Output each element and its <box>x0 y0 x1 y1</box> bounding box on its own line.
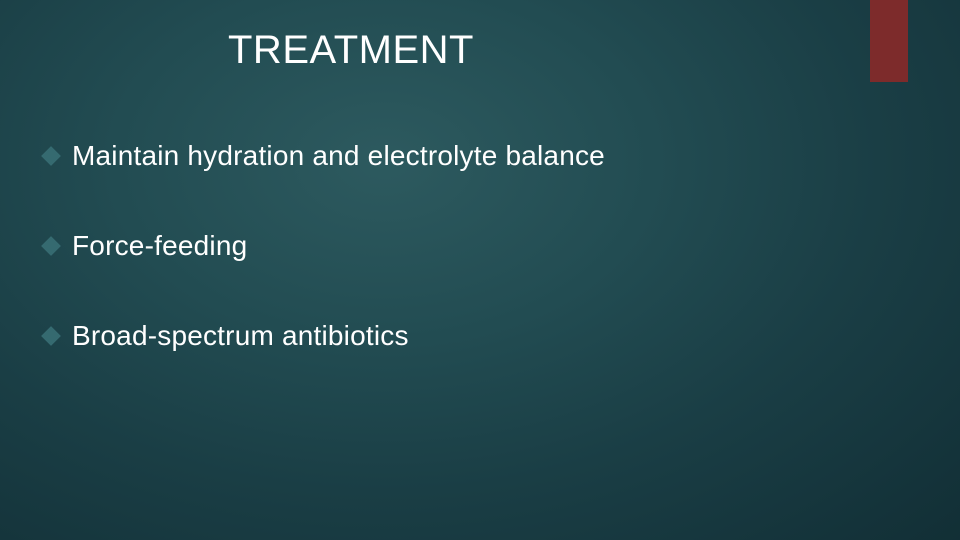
slide-title: TREATMENT <box>228 28 474 73</box>
list-item: Broad-spectrum antibiotics <box>44 320 605 352</box>
diamond-bullet-icon <box>41 236 61 256</box>
bullet-text: Force-feeding <box>72 230 247 262</box>
accent-bar <box>870 0 908 82</box>
diamond-bullet-icon <box>41 146 61 166</box>
list-item: Maintain hydration and electrolyte balan… <box>44 140 605 172</box>
bullet-text: Maintain hydration and electrolyte balan… <box>72 140 605 172</box>
bullet-list: Maintain hydration and electrolyte balan… <box>44 140 605 410</box>
list-item: Force-feeding <box>44 230 605 262</box>
bullet-text: Broad-spectrum antibiotics <box>72 320 409 352</box>
diamond-bullet-icon <box>41 326 61 346</box>
